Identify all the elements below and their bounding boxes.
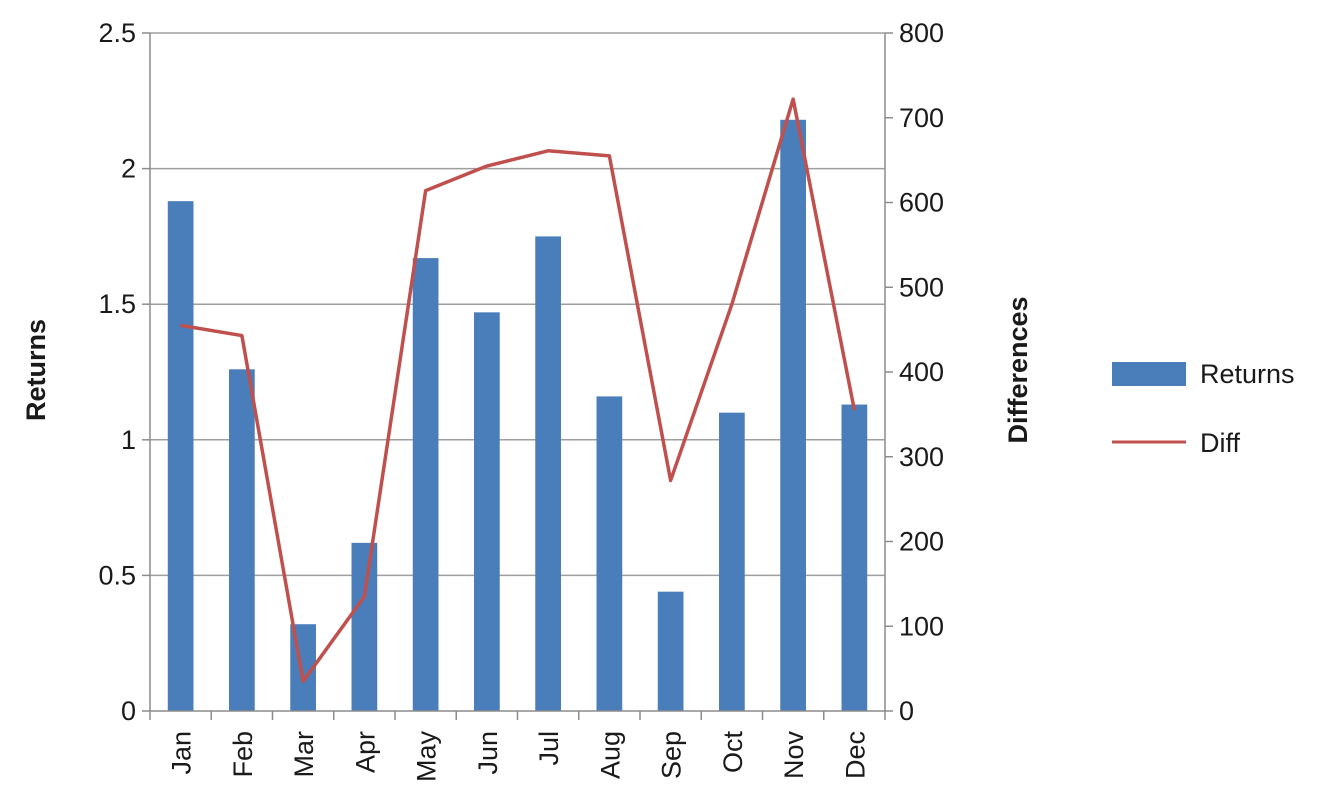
x-tick-label-aug: Aug [595, 731, 625, 779]
bar-aug [596, 396, 623, 711]
x-tick-label-apr: Apr [350, 731, 380, 773]
x-tick-label-nov: Nov [779, 731, 809, 780]
y2-tick-label: 800 [899, 18, 944, 48]
x-tick-label-mar: Mar [289, 731, 319, 778]
y2-tick-label: 400 [899, 357, 944, 387]
y2-tick-label: 100 [899, 611, 944, 641]
y2-tick-label: 600 [899, 188, 944, 218]
axes [142, 32, 893, 720]
x-tick-label-oct: Oct [718, 731, 748, 774]
y-tick-label: 1.5 [98, 289, 136, 319]
bar-sep [657, 591, 684, 711]
y2-tick-label: 700 [899, 103, 944, 133]
bar-apr [351, 542, 378, 711]
bar-may [412, 258, 439, 711]
y2-tick-label: 0 [899, 696, 914, 726]
x-tick-label-may: May [412, 731, 442, 783]
x-tick-label-jul: Jul [534, 731, 564, 766]
bar-jul [535, 236, 561, 711]
y-axis-title: Returns [21, 319, 51, 421]
bar-oct [719, 412, 745, 711]
gridlines [150, 32, 885, 577]
y-tick-label: 2.5 [98, 18, 136, 48]
y-tick-label: 1 [121, 425, 136, 455]
y2-axis-title: Differences [1003, 296, 1033, 443]
legend: Returns Diff [1112, 359, 1295, 458]
legend-label-returns: Returns [1200, 359, 1295, 389]
y2-tick-label: 200 [899, 527, 944, 557]
bar-jan [167, 201, 194, 712]
x-tick-label-dec: Dec [840, 731, 870, 779]
returns-bars [167, 119, 868, 712]
legend-swatch-returns [1112, 362, 1186, 386]
y-tick-label: 2 [121, 154, 136, 184]
legend-label-diff: Diff [1200, 428, 1241, 458]
bar-jun [474, 312, 500, 711]
y-tick-label: 0 [121, 696, 136, 726]
x-tick-label-jun: Jun [473, 731, 503, 775]
diff-line [180, 97, 857, 684]
tick-labels: 0 0.5 1 1.5 2 2.5 0 100 200 300 400 500 600 700 800 Jan… [98, 18, 944, 782]
x-tick-label-feb: Feb [228, 731, 258, 778]
y-tick-label: 0.5 [98, 560, 136, 590]
y2-tick-label: 500 [899, 272, 944, 302]
x-tick-label-sep: Sep [657, 731, 687, 779]
y2-tick-label: 300 [899, 442, 944, 472]
bar-dec [841, 404, 868, 711]
x-tick-label-jan: Jan [167, 731, 197, 775]
bar-feb [229, 369, 255, 711]
diff-line-series [180, 97, 857, 684]
bar-nov [780, 119, 806, 711]
